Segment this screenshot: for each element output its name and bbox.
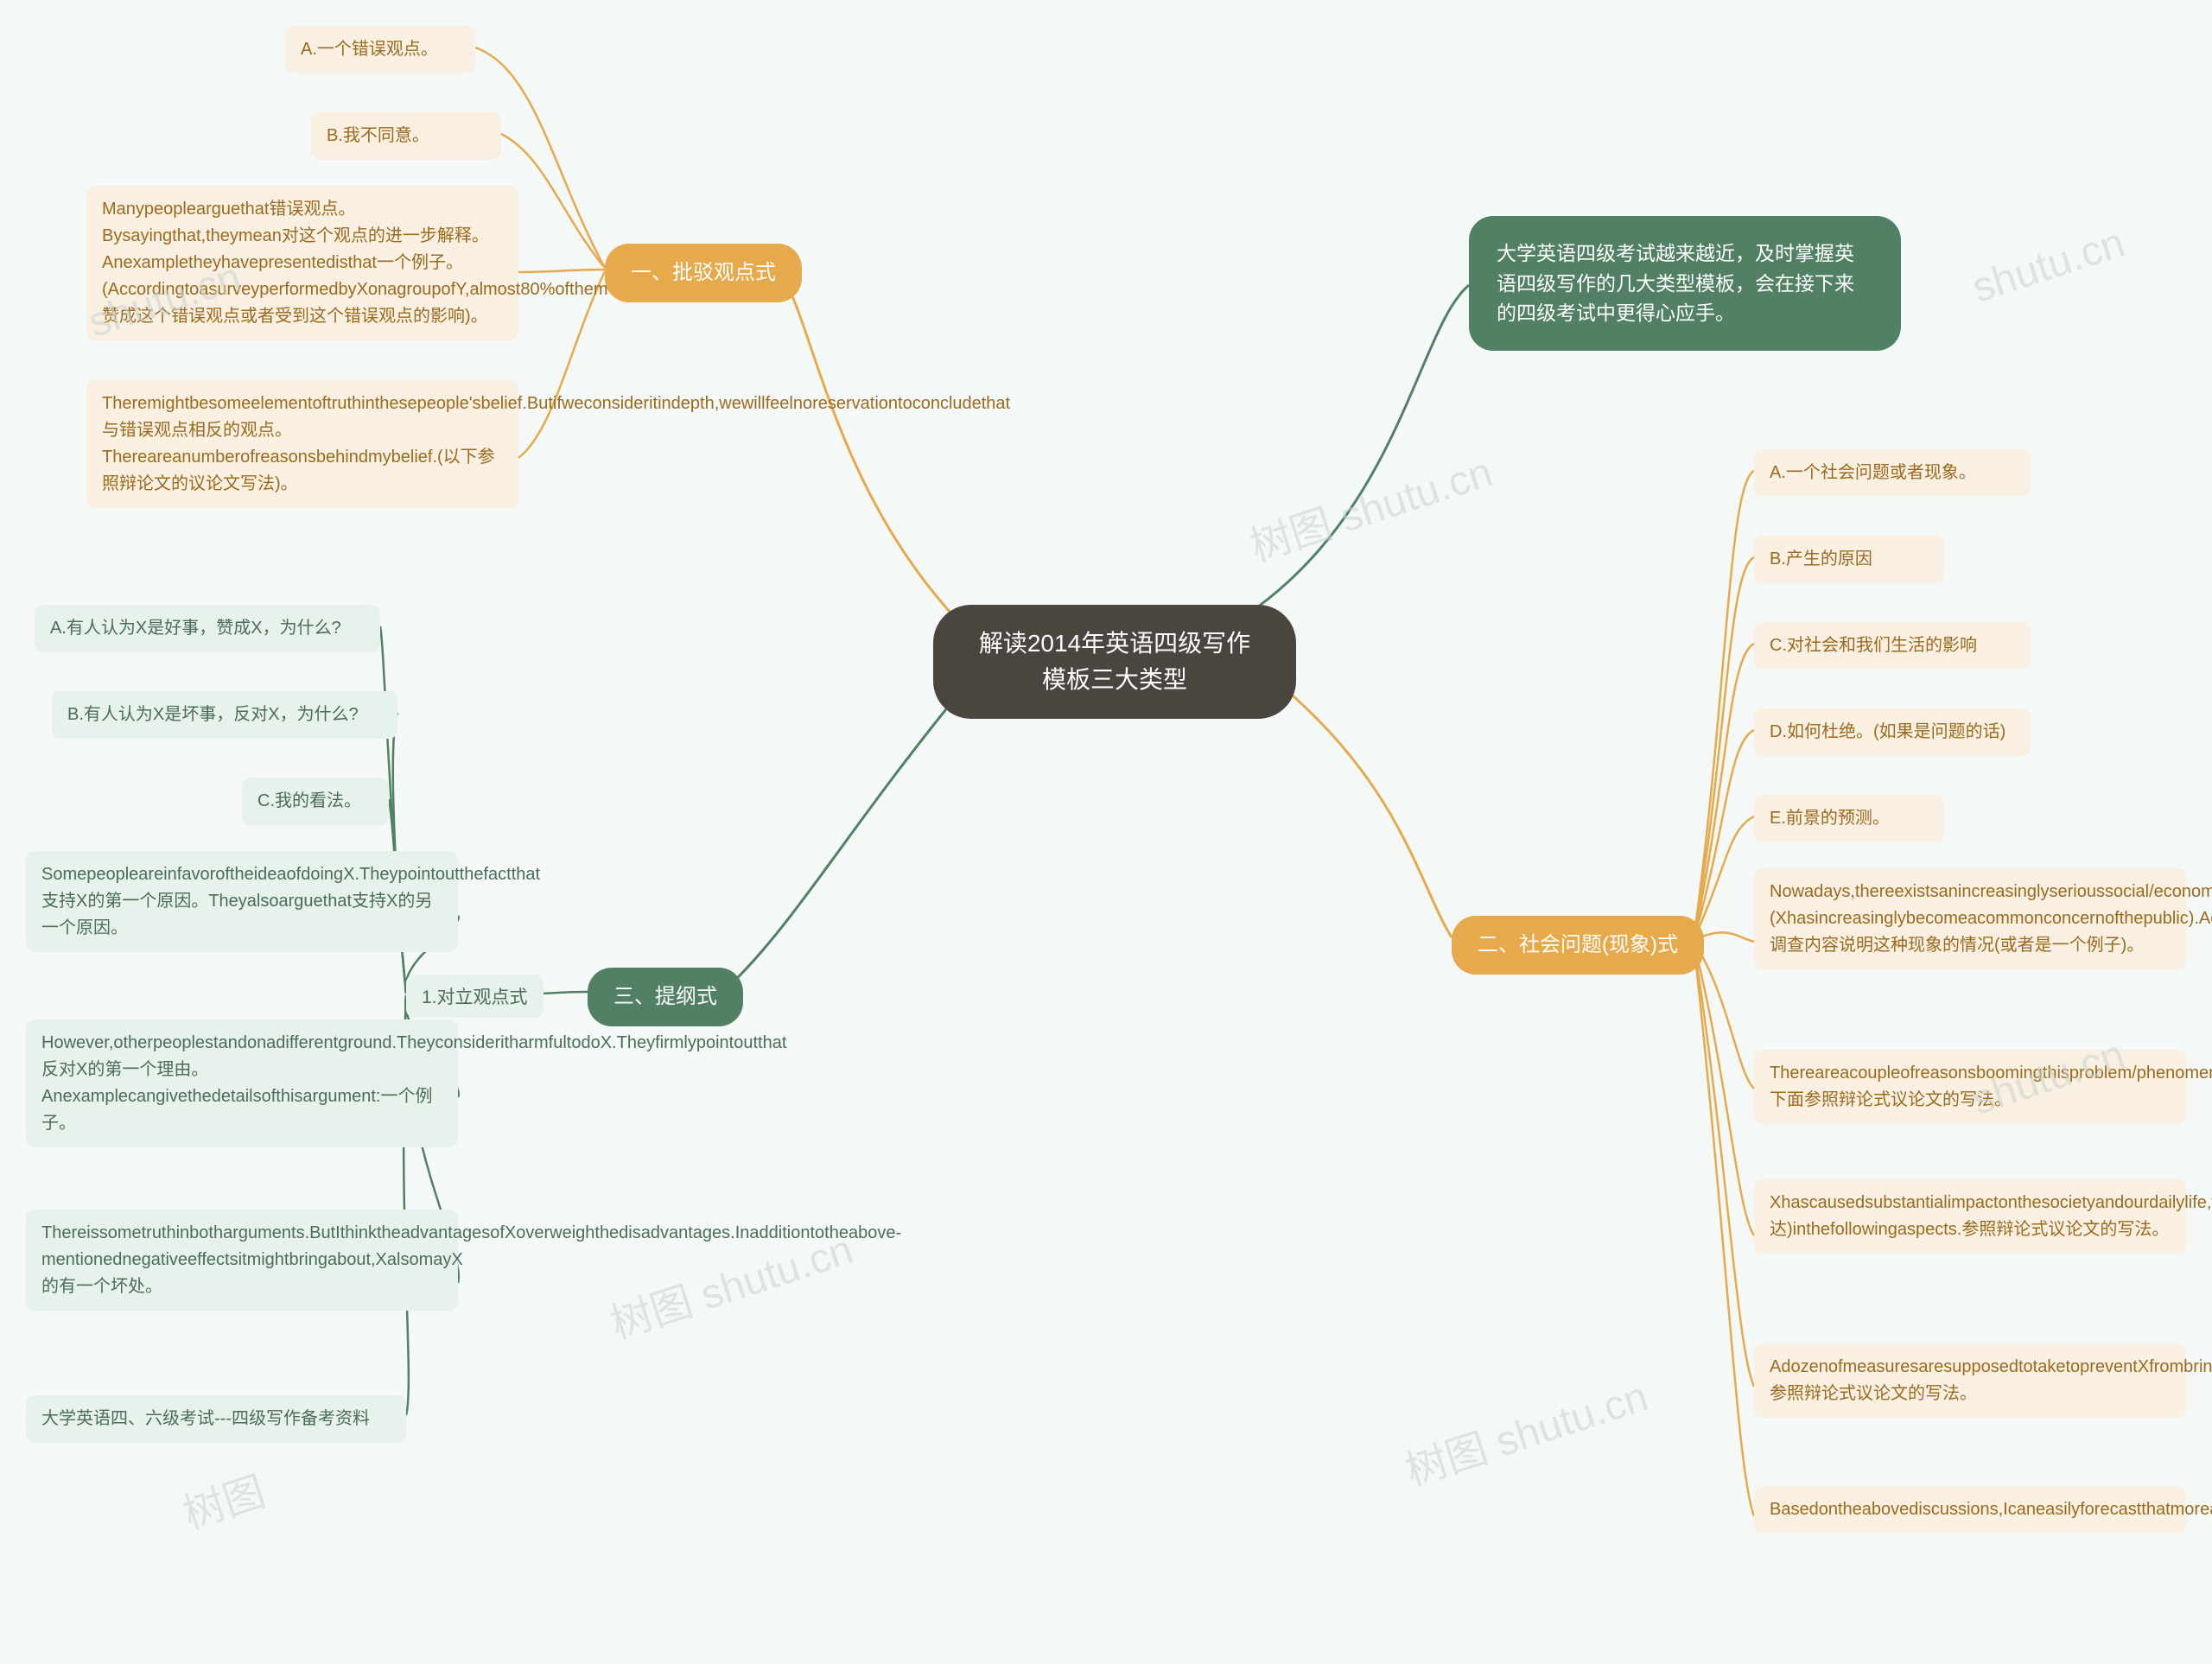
branch-3-leaf-b[interactable]: B.有人认为X是坏事，反对X，为什么? xyxy=(52,691,397,739)
center-node[interactable]: 解读2014年英语四级写作 模板三大类型 xyxy=(933,605,1296,719)
branch-1-leaf-c[interactable]: Manypeoplearguethat错误观点。Bysayingthat,the… xyxy=(86,186,518,340)
watermark-2: shutu.cn xyxy=(1967,219,2131,312)
watermark-1: 树图 shutu.cn xyxy=(1241,438,1498,573)
branch-2-leaf-h[interactable]: Xhascausedsubstantialimpactonthesocietya… xyxy=(1754,1179,2186,1254)
branch-2-leaf-i[interactable]: Adozenofmeasuresaresupposedtotaketopreve… xyxy=(1754,1343,2186,1418)
branch-2-leaf-j[interactable]: Basedontheabovediscussions,Icaneasilyfor… xyxy=(1754,1486,2186,1534)
branch-2-leaf-a[interactable]: A.一个社会问题或者现象。 xyxy=(1754,449,2031,497)
branch-1-leaf-a[interactable]: A.一个错误观点。 xyxy=(285,26,475,73)
intro-node[interactable]: 大学英语四级考试越来越近，及时掌握英语四级写作的几大类型模板，会在接下来的四级考… xyxy=(1469,216,1901,351)
watermark-4: 树图 shutu.cn xyxy=(1396,1362,1654,1497)
branch-3-leaf-d[interactable]: SomepeopleareinfavoroftheideaofdoingX.Th… xyxy=(26,851,458,952)
branch-3-leaf-c[interactable]: C.我的看法。 xyxy=(242,778,389,825)
intro-text: 大学英语四级考试越来越近，及时掌握英语四级写作的几大类型模板，会在接下来的四级考… xyxy=(1497,242,1854,324)
branch-1-leaf-b[interactable]: B.我不同意。 xyxy=(311,112,501,160)
branch-1-leaf-d[interactable]: Theremightbesomeelementoftruthinthesepeo… xyxy=(86,380,518,508)
branch-2-leaf-g[interactable]: Thereareacoupleofreasonsboomingthisprobl… xyxy=(1754,1050,2186,1124)
branch-2-leaf-d[interactable]: D.如何杜绝。(如果是问题的话) xyxy=(1754,708,2031,756)
branch-2-leaf-b[interactable]: B.产生的原因 xyxy=(1754,536,1944,583)
branch-2-label: 二、社会问题(现象)式 xyxy=(1478,933,1678,956)
branch-2-leaf-e[interactable]: E.前景的预测。 xyxy=(1754,795,1944,842)
branch-3-leaf-g[interactable]: 大学英语四、六级考试---四级写作备考资料 xyxy=(26,1395,406,1443)
branch-1-label: 一、批驳观点式 xyxy=(631,261,776,284)
branch-1-node[interactable]: 一、批驳观点式 xyxy=(605,244,802,302)
watermark-6: 树图 xyxy=(175,1458,272,1540)
branch-3-leaf-e[interactable]: However,otherpeoplestandonadifferentgrou… xyxy=(26,1019,458,1147)
branch-2-leaf-f[interactable]: Nowadays,thereexistsanincreasinglyseriou… xyxy=(1754,868,2186,969)
branch-2-node[interactable]: 二、社会问题(现象)式 xyxy=(1452,916,1704,975)
branch-3-leaf-f[interactable]: Thereissometruthinbotharguments.ButIthin… xyxy=(26,1210,458,1311)
branch-3-sub-label[interactable]: 1.对立观点式 xyxy=(406,975,543,1018)
center-title-line2: 模板三大类型 xyxy=(964,662,1265,698)
branch-3-node[interactable]: 三、提纲式 xyxy=(588,968,743,1026)
branch-3-label: 三、提纲式 xyxy=(613,985,717,1008)
center-title-line1: 解读2014年英语四级写作 xyxy=(964,626,1265,662)
branch-3-leaf-a[interactable]: A.有人认为X是好事，赞成X，为什么? xyxy=(35,605,380,652)
branch-2-leaf-c[interactable]: C.对社会和我们生活的影响 xyxy=(1754,622,2031,670)
